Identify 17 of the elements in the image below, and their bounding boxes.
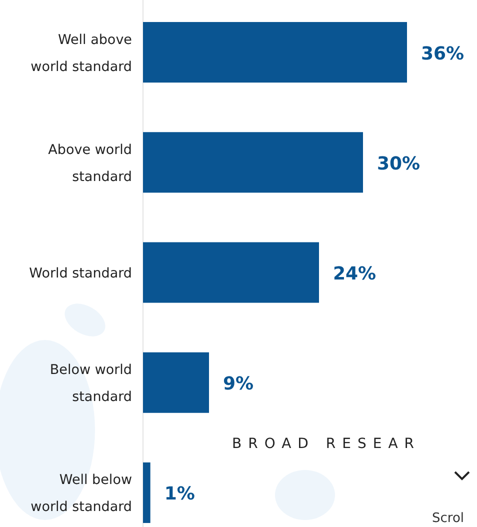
data-label: 36%: [421, 43, 464, 64]
data-label: 9%: [223, 374, 254, 395]
y-tick-label: World standard: [29, 266, 132, 282]
data-label: 24%: [333, 264, 376, 284]
y-tick-label: Well above world standard: [30, 32, 132, 75]
y-tick-label: Below world standard: [50, 362, 132, 406]
bar: [143, 132, 363, 193]
data-label: 1%: [164, 484, 195, 505]
bar: [143, 352, 209, 413]
data-label: 30%: [377, 153, 420, 174]
y-tick-label: Above world standard: [48, 142, 132, 185]
bar: [143, 462, 150, 523]
text: Scrol: [432, 511, 464, 526]
bar: [143, 22, 407, 83]
annotation: BROAD RESEAR: [232, 436, 421, 452]
y-tick-label: Well below world standard: [30, 472, 132, 516]
bar: [143, 242, 319, 303]
